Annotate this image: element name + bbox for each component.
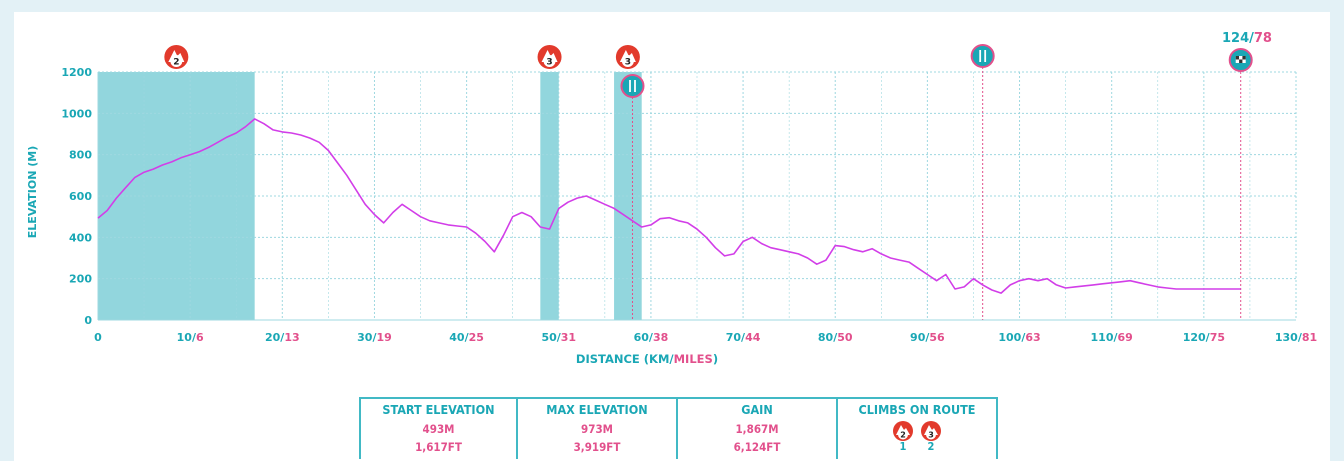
climb-summary: 2 1 3 2 <box>838 420 996 452</box>
x-tick-label: 130/81 <box>1275 331 1317 344</box>
x-tick-label: 100/63 <box>998 331 1040 344</box>
x-tick-label: 20/13 <box>265 331 300 344</box>
climb-count: 2 <box>927 440 935 453</box>
elevation-card: 0 200 400 600 800 1000 1200 0 10/6 20/13 30/19 40/… <box>14 12 1330 461</box>
stat-value-ft: 1,617FT <box>415 440 462 454</box>
y-tick-label: 1200 <box>61 66 92 79</box>
stat-value-ft: 6,124FT <box>733 440 781 454</box>
climb-summary-cat3: 3 2 <box>920 420 942 452</box>
x-tick-label: 80/50 <box>818 331 853 344</box>
y-tick-label: 1000 <box>61 107 92 120</box>
climb-band <box>540 72 559 320</box>
x-tick-label: 110/69 <box>1091 331 1133 344</box>
mountain-icon: 3 <box>921 421 941 441</box>
stat-label: START ELEVATION <box>382 402 495 417</box>
food-stop-icon <box>620 74 645 98</box>
climb-summary-cat2: 2 1 <box>892 420 914 452</box>
stat-max-elevation: MAX ELEVATION 973M 3,919FT <box>516 397 678 459</box>
x-tick-label: 50/31 <box>541 331 576 344</box>
y-axis-title: ELEVATION (M) <box>26 146 39 238</box>
svg-text:2: 2 <box>900 431 906 440</box>
x-tick-label: 40/25 <box>449 331 484 344</box>
stat-gain: GAIN 1,867M 6,124FT <box>676 397 838 459</box>
food-stop-icon <box>970 44 995 68</box>
stat-value-m: 1,867M <box>735 422 779 436</box>
svg-text:3: 3 <box>928 431 934 440</box>
y-tick-label: 200 <box>69 273 92 286</box>
stat-value-m: 493M <box>422 422 455 436</box>
stat-label: GAIN <box>741 402 773 417</box>
y-tick-labels: 0 200 400 600 800 1000 1200 <box>61 66 92 327</box>
stat-start-elevation: START ELEVATION 493M 1,617FT <box>359 397 518 459</box>
stat-climbs: CLIMBS ON ROUTE 2 1 <box>836 397 998 459</box>
stat-label: MAX ELEVATION <box>546 402 648 417</box>
y-tick-label: 800 <box>69 149 92 162</box>
mountain-icon: 2 <box>164 45 189 69</box>
route-stats-table: START ELEVATION 493M 1,617FT MAX ELEVATI… <box>359 397 998 459</box>
elevation-line <box>97 118 1241 294</box>
x-tick-label: 60/38 <box>634 331 669 344</box>
x-tick-label: 120/75 <box>1183 331 1225 344</box>
elevation-chart: 0 200 400 600 800 1000 1200 0 10/6 20/13 30/19 40/… <box>26 31 1317 366</box>
climb-count: 1 <box>899 440 907 453</box>
mountain-icon: 3 <box>615 45 640 69</box>
x-tick-label: 10/6 <box>177 331 204 344</box>
y-tick-label: 600 <box>69 190 92 203</box>
stat-value-m: 973M <box>581 422 613 436</box>
x-tick-label: 90/56 <box>910 331 945 344</box>
x-tick-label: 30/19 <box>357 331 392 344</box>
stat-label: CLIMBS ON ROUTE <box>858 402 976 417</box>
climb-band <box>98 72 255 320</box>
x-tick-label: 0 <box>94 331 102 344</box>
y-tick-label: 0 <box>84 314 92 327</box>
stat-value-ft: 3,919FT <box>573 440 621 454</box>
climb-category-label: 3 <box>625 58 631 68</box>
grid-lines <box>97 71 1297 321</box>
mountain-icon: 2 <box>893 421 913 441</box>
x-tick-labels: 0 10/6 20/13 30/19 40/25 50/31 60/38 70/44 80/50… <box>94 331 1317 344</box>
x-tick-label: 70/44 <box>726 331 761 344</box>
x-axis-title: DISTANCE (KM/MILES) <box>576 352 718 366</box>
climb-category-label: 2 <box>173 58 179 68</box>
finish-distance-label: 124/78 <box>1222 31 1272 46</box>
route-markers: 2 3 3 <box>164 44 1253 320</box>
climb-category-label: 3 <box>546 58 552 68</box>
finish-flag-icon <box>1228 48 1253 72</box>
mountain-icon: 3 <box>537 45 562 69</box>
y-tick-label: 400 <box>69 231 92 244</box>
